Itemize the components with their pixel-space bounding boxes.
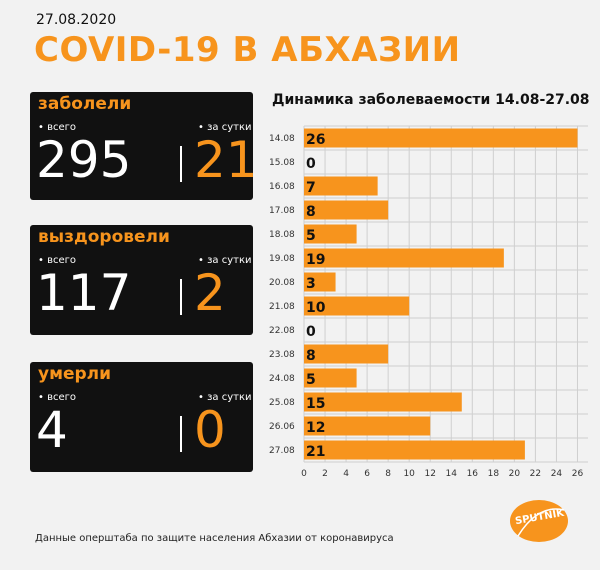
data-label: 8 [306,348,316,364]
bar [304,128,578,148]
category-label: 17.08 [269,206,295,216]
total-label: • всего [38,122,76,133]
x-tick-label: 2 [322,469,328,479]
today-label: • за сутки [198,255,252,266]
data-label: 0 [306,324,316,340]
date-label: 27.08.2020 [36,12,117,28]
total-value: 117 [36,264,132,322]
category-label: 26.06 [269,422,295,432]
category-label: 27.08 [269,446,295,456]
x-tick-label: 8 [385,469,391,479]
today-value: 21 [194,131,258,189]
bar [304,392,462,412]
headline: COVID-19 В АБХАЗИИ [34,30,461,70]
category-label: 23.08 [269,350,295,360]
x-tick-label: 20 [509,469,521,479]
divider [180,416,182,452]
category-label: 21.08 [269,302,295,312]
total-label: • всего [38,255,76,266]
bar [304,248,504,268]
x-tick-label: 22 [530,469,541,479]
category-label: 14.08 [269,134,295,144]
chart-title: Динамика заболеваемости 14.08-27.08 [272,92,590,108]
divider [180,279,182,315]
x-tick-label: 26 [572,469,584,479]
bar [304,368,357,388]
x-tick-label: 18 [488,469,500,479]
data-label: 12 [306,420,325,436]
bar [304,344,389,364]
bar [304,224,357,244]
category-label: 19.08 [269,254,295,264]
data-label: 15 [306,396,325,412]
x-tick-label: 14 [446,469,458,479]
x-tick-label: 4 [343,469,349,479]
data-label: 26 [306,132,325,148]
data-label: 0 [306,156,316,172]
bar [304,440,525,460]
data-label: 10 [306,300,326,316]
x-tick-label: 0 [301,469,307,479]
stat-card-infected: заболели • всего • за сутки 295 21 [30,92,258,200]
today-label: • за сутки [198,392,252,403]
data-label: 8 [306,204,316,220]
source-footnote: Данные оперштаба по защите населения Абх… [35,533,394,544]
today-label: • за сутки [198,122,252,133]
category-label: 22.08 [269,326,295,336]
total-value: 4 [36,401,68,459]
bar [304,296,410,316]
category-label: 24.08 [269,374,295,384]
category-label: 18.08 [269,230,295,240]
data-label: 3 [306,276,316,292]
x-tick-label: 10 [403,469,415,479]
data-label: 7 [306,180,316,196]
sputnik-logo-icon [510,500,568,542]
data-label: 21 [306,444,325,460]
category-label: 20.08 [269,278,295,288]
divider [180,146,182,182]
data-label: 5 [306,372,316,388]
data-label: 5 [306,228,316,244]
x-tick-label: 24 [551,469,563,479]
total-label: • всего [38,392,76,403]
stat-card-deaths: умерли • всего • за сутки 4 0 [30,362,253,472]
total-value: 295 [36,131,132,189]
card-label: заболели [38,94,132,114]
card-label: умерли [38,364,112,384]
x-tick-label: 16 [467,469,479,479]
bar [304,416,431,436]
bar [304,200,389,220]
card-label: выздоровели [38,227,170,247]
x-tick-label: 6 [364,469,370,479]
bar [304,176,378,196]
category-label: 16.08 [269,182,295,192]
x-tick-label: 12 [424,469,435,479]
bar [304,272,336,292]
today-value: 0 [194,401,226,459]
category-label: 15.08 [269,158,295,168]
today-value: 2 [194,264,226,322]
data-label: 19 [306,252,325,268]
stat-card-recovered: выздоровели • всего • за сутки 117 2 [30,225,253,335]
category-label: 25.08 [269,398,295,408]
